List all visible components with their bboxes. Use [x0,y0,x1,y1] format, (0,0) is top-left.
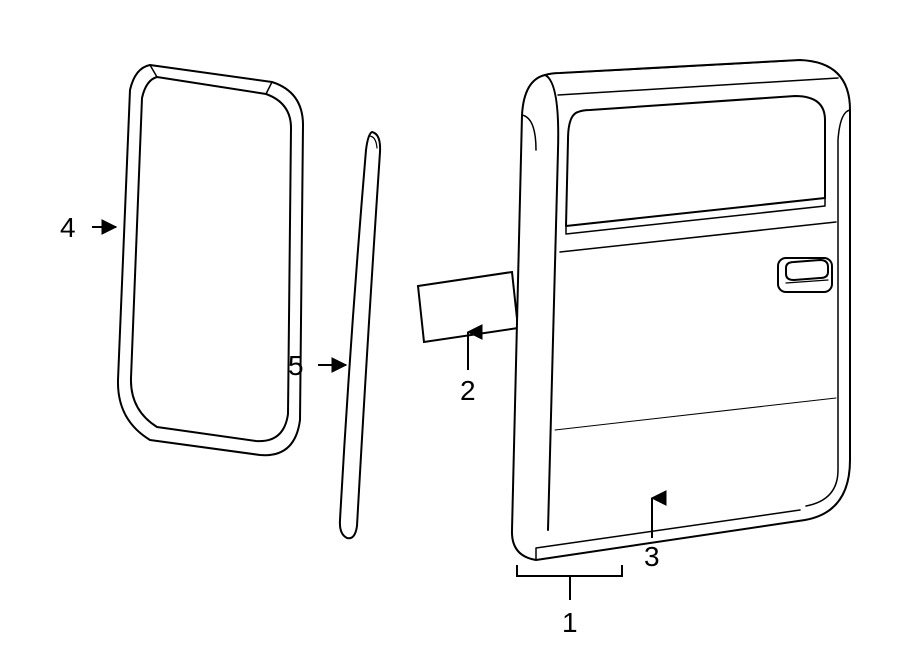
callout-1-label: 1 [562,607,578,638]
callout-3-label: 3 [644,541,660,572]
callout-1 [517,565,622,600]
part-vertical-seal-strip [340,132,380,538]
parts-diagram: 1 2 3 4 5 [0,0,900,661]
part-weatherstrip-frame [118,65,303,455]
part-door-shell [512,60,850,560]
callout-5-label: 5 [288,350,304,381]
part-protective-film [418,272,518,342]
callout-2-label: 2 [460,375,476,406]
callout-4-label: 4 [60,212,76,243]
door-handle [778,258,832,292]
